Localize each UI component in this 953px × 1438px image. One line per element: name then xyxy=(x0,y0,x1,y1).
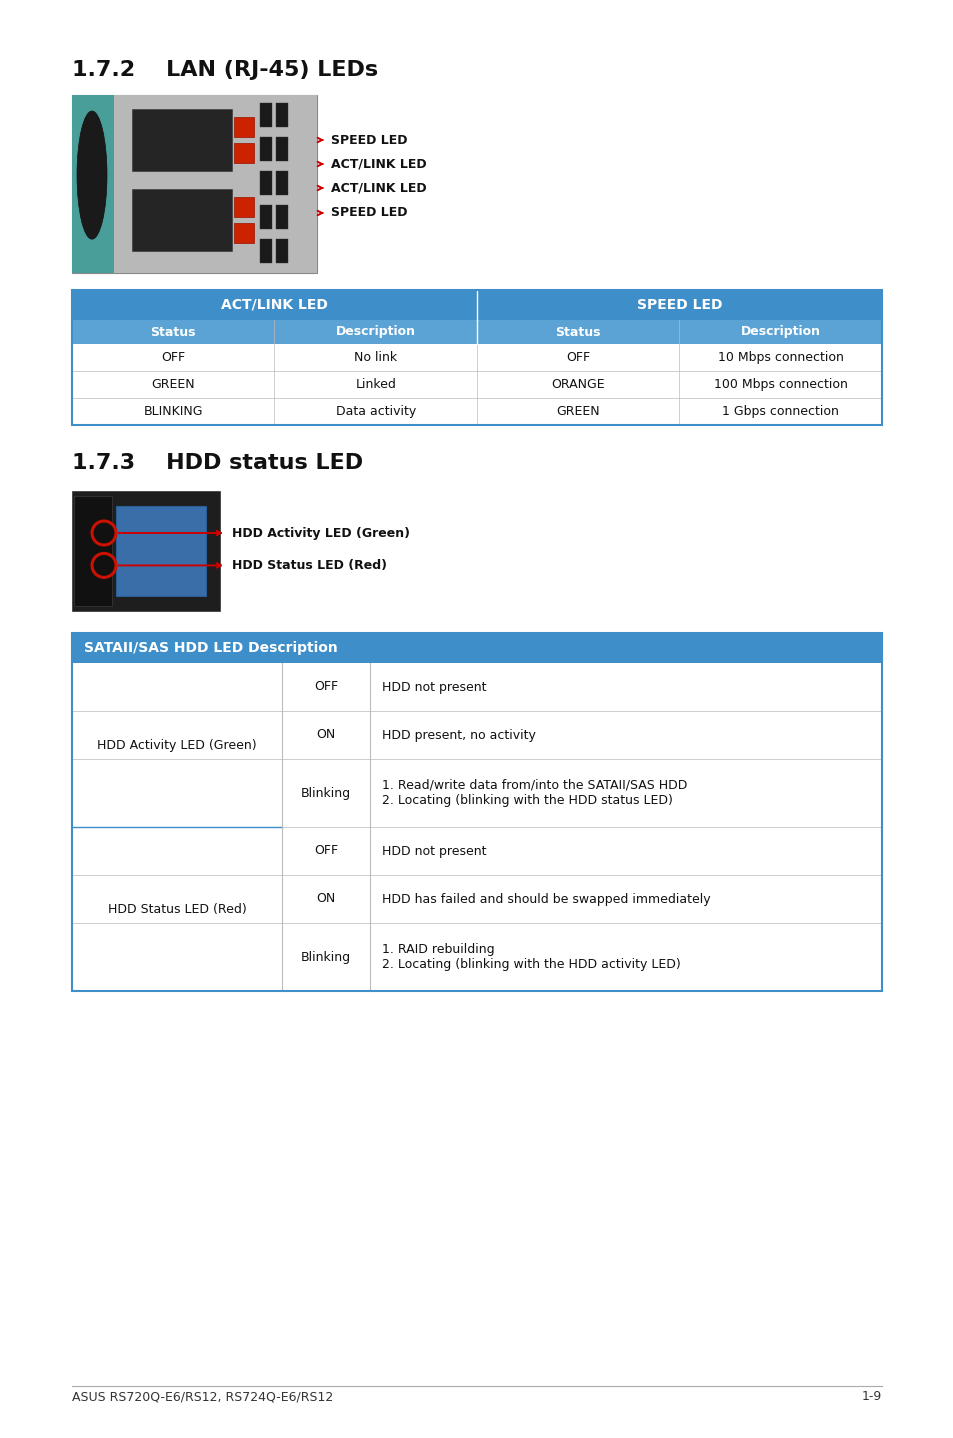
Text: GREEN: GREEN xyxy=(152,378,194,391)
Bar xyxy=(275,206,288,229)
Text: 10 Mbps connection: 10 Mbps connection xyxy=(717,351,842,364)
Text: 1.7.2    LAN (RJ-45) LEDs: 1.7.2 LAN (RJ-45) LEDs xyxy=(71,60,377,81)
Text: SPEED LED: SPEED LED xyxy=(331,134,407,147)
Bar xyxy=(71,490,220,611)
Bar xyxy=(260,137,272,161)
Text: HDD Status LED (Red): HDD Status LED (Red) xyxy=(108,903,246,916)
Text: 100 Mbps connection: 100 Mbps connection xyxy=(713,378,847,391)
Bar xyxy=(71,710,882,759)
Text: 1 Gbps connection: 1 Gbps connection xyxy=(721,406,839,418)
Text: Status: Status xyxy=(151,325,195,338)
Text: No link: No link xyxy=(354,351,396,364)
Text: SATAII/SAS HDD LED Description: SATAII/SAS HDD LED Description xyxy=(84,641,337,654)
Text: HDD Activity LED (Green): HDD Activity LED (Green) xyxy=(97,739,256,752)
Text: 1-9: 1-9 xyxy=(861,1391,882,1403)
Text: ACT/LINK LED: ACT/LINK LED xyxy=(221,298,328,312)
Text: Description: Description xyxy=(335,325,416,338)
Bar xyxy=(275,137,288,161)
Text: ACT/LINK LED: ACT/LINK LED xyxy=(331,158,426,171)
Text: OFF: OFF xyxy=(314,844,337,857)
Bar xyxy=(113,95,316,273)
Bar xyxy=(71,874,882,923)
Bar xyxy=(71,290,882,426)
Bar xyxy=(233,116,253,137)
Text: OFF: OFF xyxy=(565,351,590,364)
Bar xyxy=(233,142,253,162)
Bar xyxy=(260,206,272,229)
Text: 1.7.3    HDD status LED: 1.7.3 HDD status LED xyxy=(71,453,363,473)
Text: HDD not present: HDD not present xyxy=(381,844,486,857)
Ellipse shape xyxy=(77,111,107,239)
Bar xyxy=(71,371,882,398)
Bar xyxy=(116,506,206,595)
Circle shape xyxy=(91,554,116,578)
Circle shape xyxy=(91,521,116,545)
Bar xyxy=(71,95,113,273)
Text: Status: Status xyxy=(555,325,600,338)
Text: GREEN: GREEN xyxy=(556,406,599,418)
Text: 2. Locating (blinking with the HDD status LED): 2. Locating (blinking with the HDD statu… xyxy=(381,794,672,807)
Text: ASUS RS720Q-E6/RS12, RS724Q-E6/RS12: ASUS RS720Q-E6/RS12, RS724Q-E6/RS12 xyxy=(71,1391,333,1403)
Text: SPEED LED: SPEED LED xyxy=(636,298,721,312)
Text: 1. RAID rebuilding: 1. RAID rebuilding xyxy=(381,943,494,956)
Text: Blinking: Blinking xyxy=(300,951,351,963)
Text: 2. Locating (blinking with the HDD activity LED): 2. Locating (blinking with the HDD activ… xyxy=(381,958,680,971)
Bar xyxy=(71,398,882,426)
Bar xyxy=(71,344,882,371)
Text: ORANGE: ORANGE xyxy=(551,378,604,391)
Bar xyxy=(71,95,316,273)
Bar xyxy=(260,104,272,127)
Bar xyxy=(132,109,232,171)
Bar xyxy=(74,496,112,605)
Bar xyxy=(71,321,882,344)
Text: Data activity: Data activity xyxy=(335,406,416,418)
Text: HDD Status LED (Red): HDD Status LED (Red) xyxy=(232,559,387,572)
Text: 1. Read/write data from/into the SATAII/SAS HDD: 1. Read/write data from/into the SATAII/… xyxy=(381,779,687,792)
Text: Linked: Linked xyxy=(355,378,395,391)
Text: HDD not present: HDD not present xyxy=(381,680,486,693)
Bar xyxy=(71,633,882,991)
Text: ON: ON xyxy=(316,893,335,906)
Text: OFF: OFF xyxy=(161,351,185,364)
Bar xyxy=(71,759,882,827)
Bar xyxy=(71,290,882,321)
Text: ACT/LINK LED: ACT/LINK LED xyxy=(331,181,426,194)
Bar xyxy=(71,633,882,663)
Text: HDD has failed and should be swapped immediately: HDD has failed and should be swapped imm… xyxy=(381,893,710,906)
Text: OFF: OFF xyxy=(314,680,337,693)
Bar xyxy=(275,239,288,263)
Bar xyxy=(71,663,882,710)
Bar xyxy=(233,223,253,243)
Bar xyxy=(132,188,232,252)
Text: Description: Description xyxy=(740,325,820,338)
Text: SPEED LED: SPEED LED xyxy=(331,207,407,220)
Bar xyxy=(260,239,272,263)
Bar xyxy=(275,171,288,196)
Bar xyxy=(71,923,882,991)
Text: HDD Activity LED (Green): HDD Activity LED (Green) xyxy=(232,526,410,539)
Text: Blinking: Blinking xyxy=(300,787,351,800)
Bar xyxy=(275,104,288,127)
Bar xyxy=(71,827,882,874)
Text: HDD present, no activity: HDD present, no activity xyxy=(381,729,536,742)
Text: ON: ON xyxy=(316,729,335,742)
Bar xyxy=(233,197,253,217)
Text: BLINKING: BLINKING xyxy=(143,406,203,418)
Bar xyxy=(260,171,272,196)
